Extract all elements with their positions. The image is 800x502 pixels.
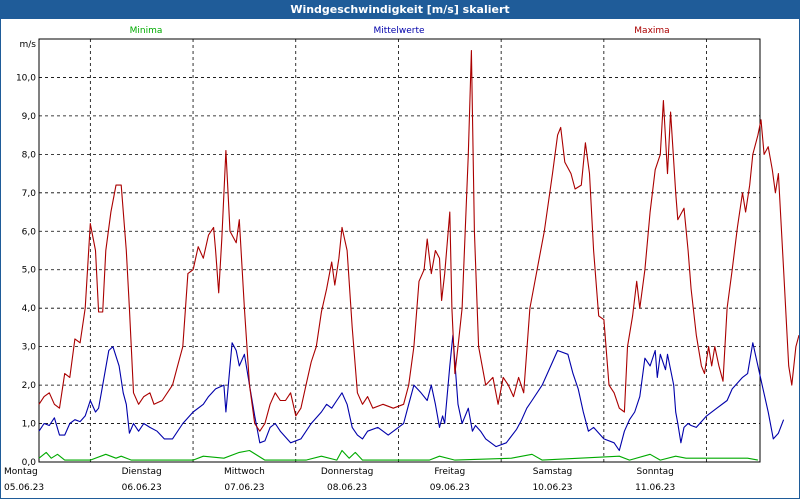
y-tick-label: 8,0 bbox=[22, 150, 37, 160]
series-line-maxima bbox=[38, 49, 800, 432]
x-tick-date: 11.06.23 bbox=[635, 483, 675, 493]
y-tick-label: 7,0 bbox=[22, 189, 37, 199]
legend-maxima: Maxima bbox=[634, 26, 669, 36]
wind-speed-chart: 0,0 1,0 2,0 3,0 4,0 5,0 6,0 7,0 8,0 9,0 10,0 m/s Mon… bbox=[4, 26, 800, 493]
window-title: Windgeschwindigkeit [m/s] skaliert bbox=[0, 0, 800, 19]
legend-minima: Minima bbox=[130, 26, 163, 36]
x-tick-date: 08.06.23 bbox=[327, 483, 367, 493]
y-tick-label: 5,0 bbox=[22, 266, 37, 276]
plot-area-border bbox=[38, 38, 761, 463]
x-tick-weekday: Samstag bbox=[533, 467, 572, 477]
x-tick-date: 10.06.23 bbox=[532, 483, 572, 493]
x-tick-date: 06.06.23 bbox=[122, 483, 162, 493]
legend-mittelwerte: Mittelwerte bbox=[373, 26, 424, 36]
x-tick-date: 07.06.23 bbox=[224, 483, 264, 493]
x-tick-weekday: Mittwoch bbox=[224, 467, 265, 477]
x-tick-weekday: Donnerstag bbox=[321, 467, 374, 477]
x-tick-date: 05.06.23 bbox=[4, 483, 44, 493]
x-tick-weekday: Sonntag bbox=[637, 467, 674, 477]
y-tick-label: 9,0 bbox=[22, 112, 37, 122]
y-tick-label: 0,0 bbox=[22, 458, 37, 468]
y-tick-label: 1,0 bbox=[22, 420, 37, 430]
x-tick-weekday: Freitag bbox=[434, 467, 465, 477]
series-line-minima bbox=[38, 449, 758, 461]
y-unit-label: m/s bbox=[20, 40, 37, 50]
y-tick-label: 6,0 bbox=[22, 227, 37, 237]
chart-frame: 0,0 1,0 2,0 3,0 4,0 5,0 6,0 7,0 8,0 9,0 10,0 m/s Mon… bbox=[0, 19, 800, 499]
y-tick-label: 10,0 bbox=[16, 73, 36, 83]
y-tick-label: 4,0 bbox=[22, 304, 37, 314]
y-tick-label: 2,0 bbox=[22, 381, 37, 391]
x-tick-weekday: Dienstag bbox=[122, 467, 162, 477]
x-tick-weekday: Montag bbox=[4, 467, 38, 477]
x-tick-date: 09.06.23 bbox=[430, 483, 470, 493]
y-tick-label: 3,0 bbox=[22, 343, 37, 353]
series-line-mittelwerte bbox=[38, 334, 785, 452]
